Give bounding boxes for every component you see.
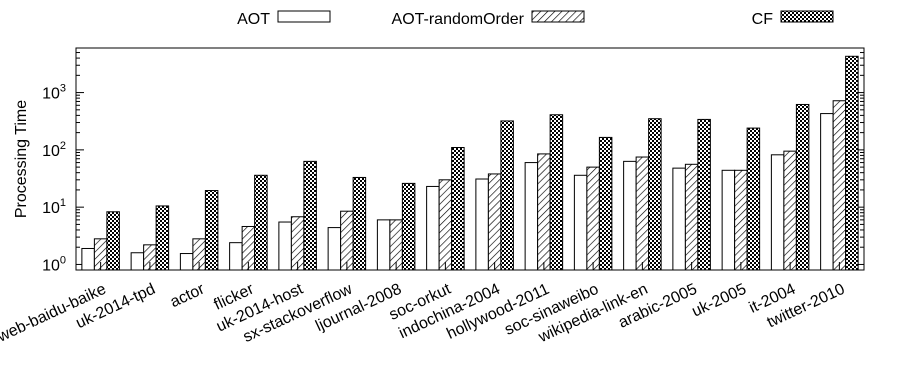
bar-CF-hollywood-2011	[549, 114, 564, 271]
legend-swatch	[780, 10, 834, 23]
bar-group-uk-2014-host	[278, 160, 317, 271]
bar-CF-flicker	[254, 174, 268, 271]
bar-AOT-randomOrder-hollywood-2011	[537, 153, 551, 271]
y-axis-label: Processing Time	[13, 100, 30, 218]
bar-AOT-arabic-2005	[672, 167, 686, 271]
y-tick-label: 101	[42, 197, 66, 217]
bar-CF-ljournal-2008	[401, 182, 416, 271]
bar-AOT-uk-2014-tpd	[130, 252, 145, 271]
bar-group-wikipedia-link-en	[623, 118, 662, 271]
legend-swatch	[277, 10, 331, 23]
bar-AOT-hollywood-2011	[524, 162, 539, 271]
bar-AOT-indochina-2004	[475, 178, 489, 271]
bar-AOT-soc-sinaweibo	[573, 174, 588, 271]
bar-AOT-randomOrder-it-2004	[783, 150, 797, 271]
bar-CF-indochina-2004	[500, 120, 514, 271]
x-tick-label: uk-2005	[689, 281, 749, 321]
bar-CF-arabic-2005	[697, 118, 711, 271]
legend-item-CF: CF	[752, 10, 834, 28]
bar-group-arabic-2005	[672, 118, 711, 271]
bar-CF-it-2004	[795, 103, 810, 271]
bar-AOT-randomOrder-twitter-2010	[832, 100, 847, 271]
bar-AOT-randomOrder-sx-stackoverflow	[340, 210, 354, 271]
bar-AOT-web-baidu-baike	[81, 247, 95, 271]
bar-group-uk-2014-tpd	[130, 205, 170, 271]
bar-AOT-randomOrder-arabic-2005	[684, 163, 699, 271]
legend: AOT AOT-randomOrder CF	[237, 10, 834, 28]
bar-CF-soc-orkut	[451, 147, 465, 271]
x-tick-label: actor	[168, 280, 208, 311]
bar-CF-soc-sinaweibo	[598, 136, 613, 271]
y-tick-label: 100	[42, 254, 66, 274]
bar-AOT-sx-stackoverflow	[327, 227, 342, 271]
bar-AOT-ljournal-2008	[376, 219, 391, 271]
bar-CF-web-baidu-baike	[106, 211, 120, 271]
y-tick-label: 102	[42, 140, 66, 160]
bar-CF-twitter-2010	[845, 55, 859, 271]
bar-AOT-uk-2014-host	[278, 221, 292, 271]
bar-CF-uk-2005	[746, 127, 761, 271]
bar-group-uk-2005	[721, 127, 761, 271]
bar-CF-sx-stackoverflow	[352, 176, 367, 271]
bar-AOT-uk-2005	[721, 169, 736, 271]
bar-AOT-randomOrder-indochina-2004	[487, 173, 502, 271]
bar-AOT-flicker	[229, 242, 243, 271]
bar-group-hollywood-2011	[524, 114, 564, 271]
legend-label: CF	[752, 11, 774, 28]
bar-group-sx-stackoverflow	[327, 176, 367, 271]
bar-AOT-randomOrder-uk-2005	[734, 169, 748, 271]
bar-CF-actor	[204, 190, 219, 271]
bar-CF-uk-2014-host	[303, 160, 317, 271]
bar-AOT-randomOrder-soc-sinaweibo	[586, 166, 600, 271]
bar-AOT-wikipedia-link-en	[623, 160, 637, 271]
y-tick-label: 103	[42, 83, 66, 103]
bar-group-web-baidu-baike	[81, 211, 120, 271]
bar-group-actor	[179, 190, 219, 271]
bar-group-twitter-2010	[820, 55, 859, 271]
bar-AOT-actor	[179, 253, 194, 271]
bar-AOT-randomOrder-wikipedia-link-en	[635, 156, 650, 271]
legend-swatch	[531, 10, 585, 23]
bar-CF-wikipedia-link-en	[648, 118, 662, 271]
legend-item-AOT-randomOrder: AOT-randomOrder	[392, 10, 585, 28]
bar-AOT-randomOrder-soc-orkut	[438, 179, 453, 271]
bar-groups	[81, 55, 859, 271]
bar-group-it-2004	[770, 103, 810, 271]
legend-label: AOT	[237, 11, 270, 28]
bar-AOT-it-2004	[770, 154, 785, 271]
legend-label: AOT-randomOrder	[392, 11, 525, 28]
bar-group-flicker	[229, 174, 268, 271]
bar-AOT-twitter-2010	[820, 113, 834, 271]
bar-AOT-soc-orkut	[426, 185, 440, 271]
bar-CF-uk-2014-tpd	[155, 205, 170, 271]
bar-group-soc-sinaweibo	[573, 136, 613, 271]
bar-group-soc-orkut	[426, 147, 465, 271]
bar-group-ljournal-2008	[376, 182, 416, 271]
bar-group-indochina-2004	[475, 120, 514, 271]
legend-item-AOT: AOT	[237, 10, 331, 28]
